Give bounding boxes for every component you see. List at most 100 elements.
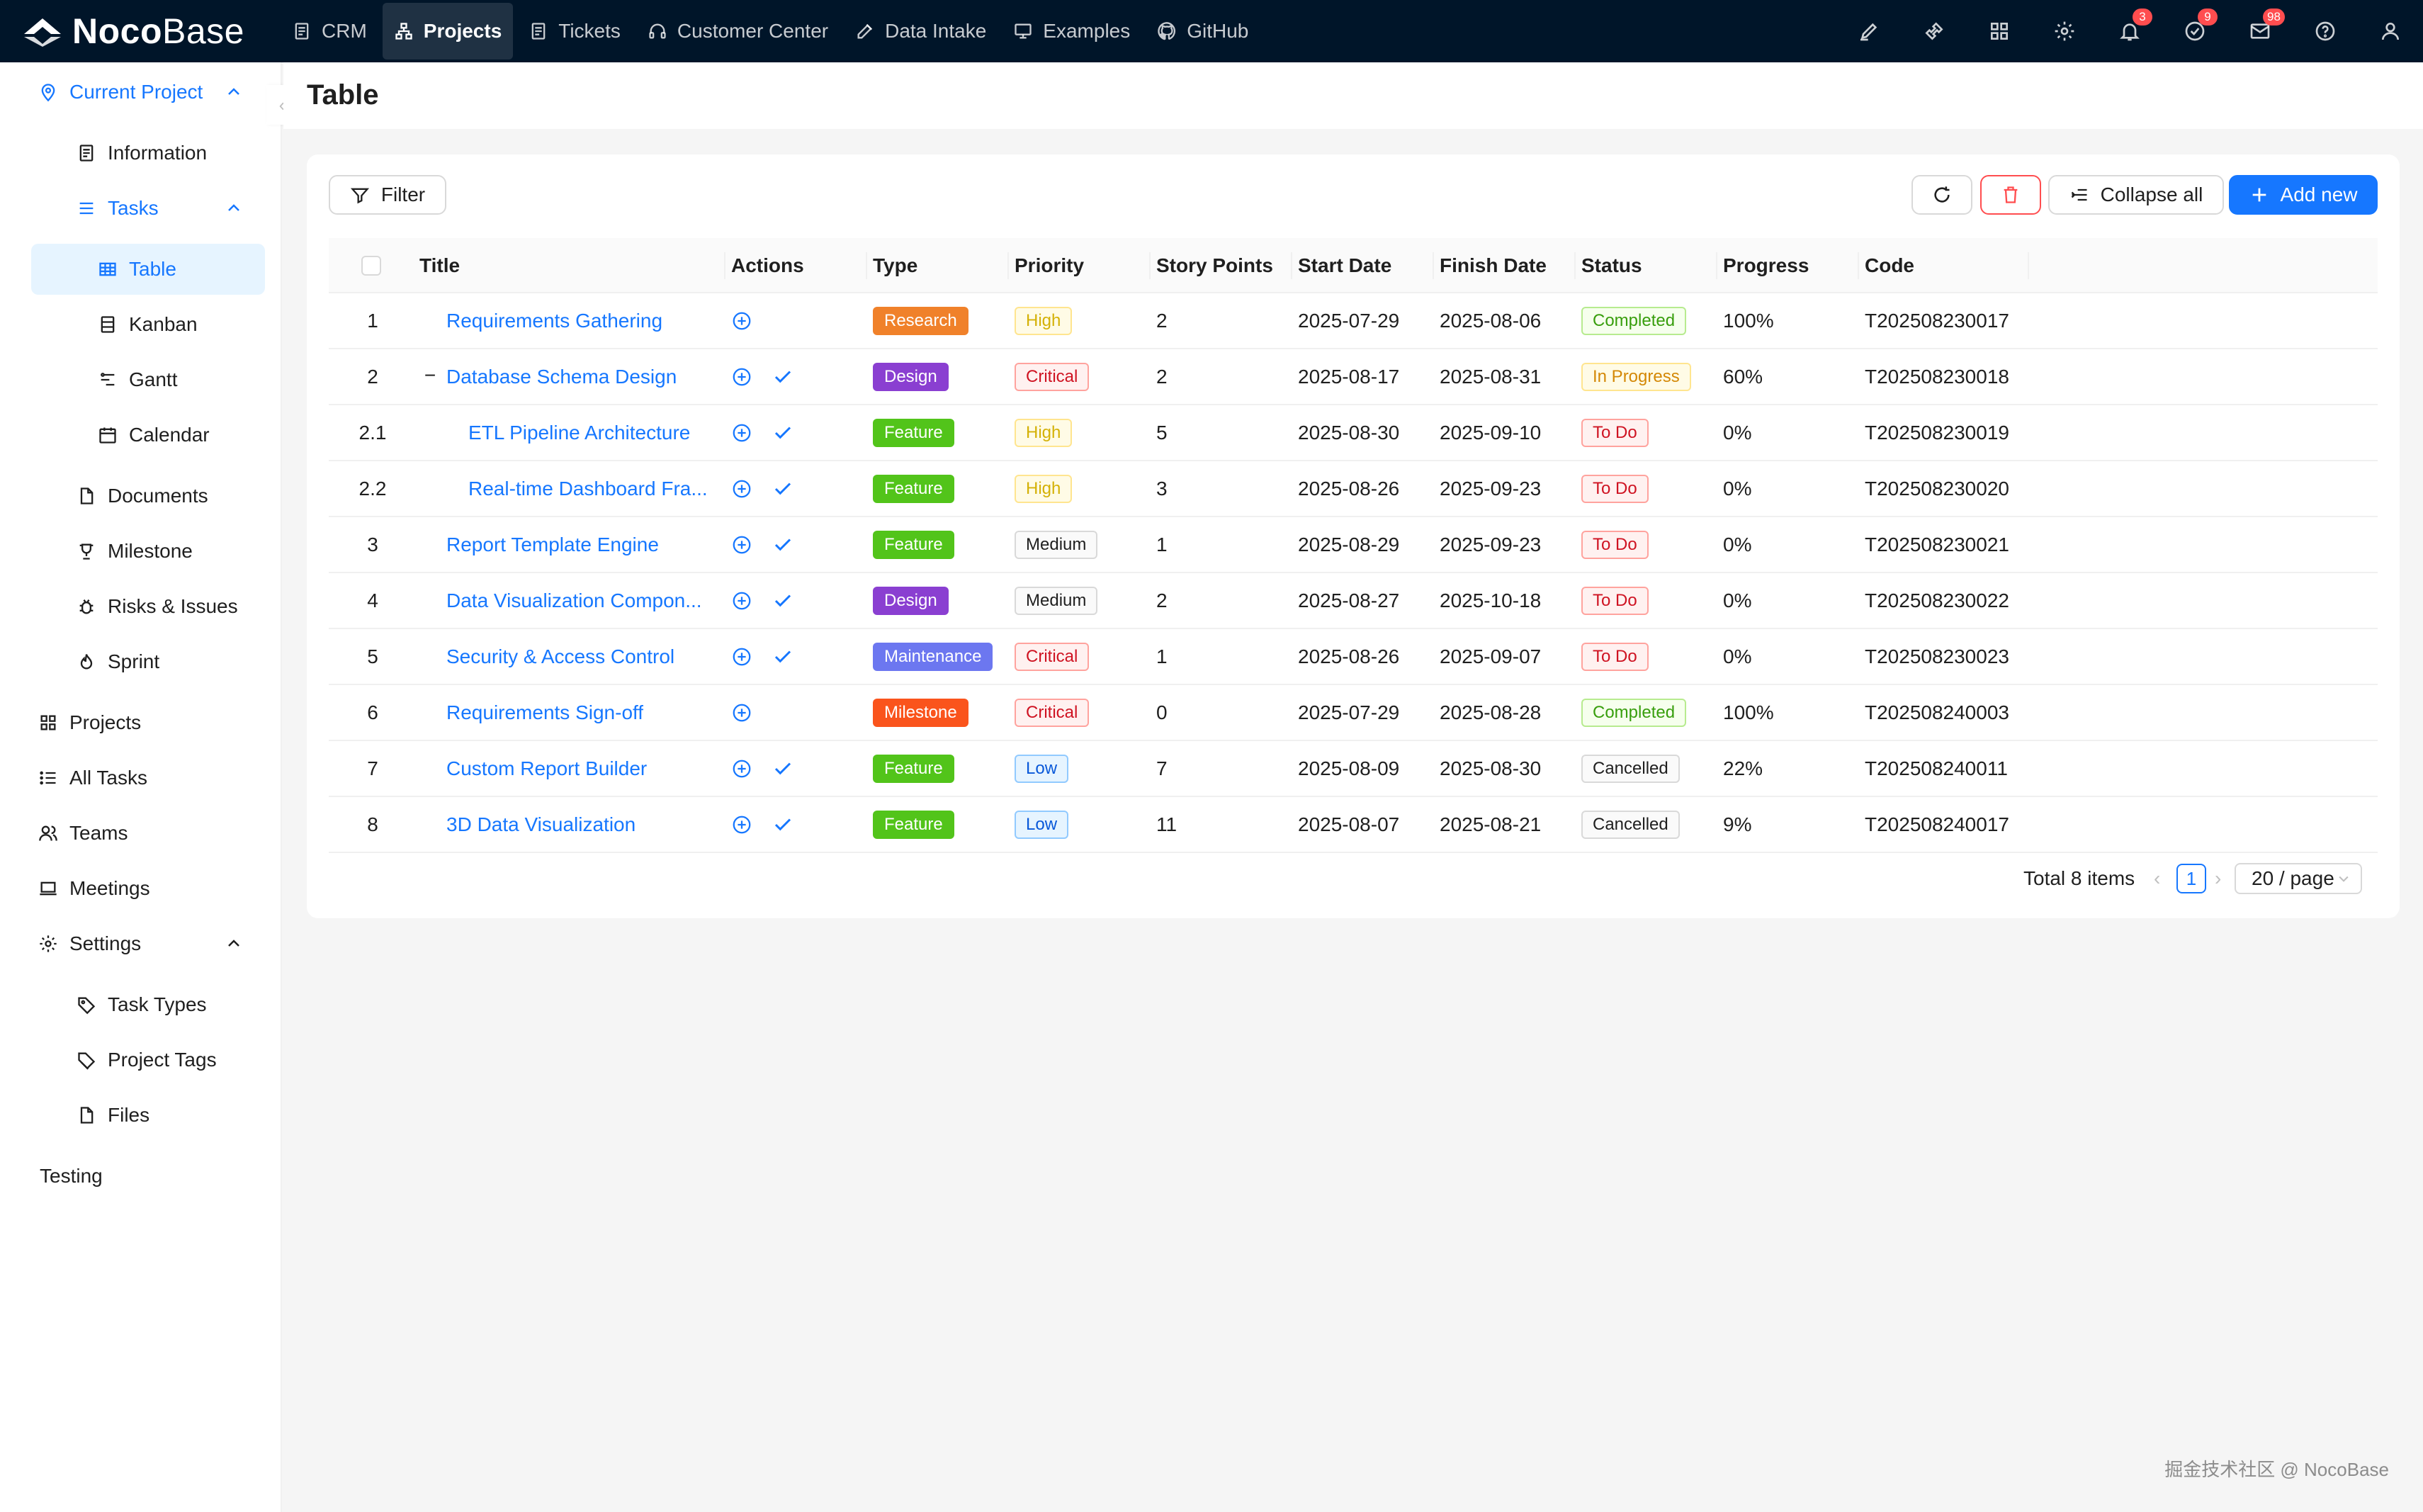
sidebar-item-files[interactable]: Files <box>0 1090 282 1141</box>
collapse-row-button[interactable]: − <box>424 364 436 386</box>
table-row[interactable]: 3 Report Template Engine Feature Medium 1 202… <box>329 517 2378 573</box>
column-header-title[interactable]: Title <box>419 254 461 276</box>
delete-button[interactable] <box>1980 175 2041 215</box>
column-header-priority[interactable]: Priority <box>1015 254 1085 276</box>
add-subtask-icon[interactable] <box>731 590 752 611</box>
column-header-story-points[interactable]: Story Points <box>1156 254 1273 276</box>
column-header-start-date[interactable]: Start Date <box>1298 254 1392 276</box>
column-header-type[interactable]: Type <box>873 254 918 276</box>
nav-item-examples[interactable]: Examples <box>1002 3 1141 60</box>
task-title-cell[interactable]: Custom Report Builder <box>446 741 647 796</box>
task-title-link[interactable]: ETL Pipeline Architecture <box>468 421 691 444</box>
add-subtask-icon[interactable] <box>731 366 752 388</box>
check-icon[interactable] <box>772 646 793 667</box>
nav-item-customer-center[interactable]: Customer Center <box>636 3 840 60</box>
highlight-button[interactable] <box>1836 0 1902 62</box>
table-row[interactable]: 8 3D Data Visualization Feature Low 11 2025-0… <box>329 797 2378 853</box>
column-header-progress[interactable]: Progress <box>1723 254 1809 276</box>
nav-item-projects[interactable]: Projects <box>382 3 514 60</box>
mail-button[interactable]: 98 <box>2227 0 2293 62</box>
sidebar-group-current-project[interactable]: Current Project <box>0 67 282 118</box>
column-header-status[interactable]: Status <box>1581 254 1642 276</box>
select-all-checkbox[interactable] <box>361 256 381 276</box>
task-title-cell[interactable]: Database Schema Design <box>446 349 677 404</box>
task-title-link[interactable]: Real-time Dashboard Fra... <box>468 477 708 500</box>
brand-logo[interactable]: Noco Base <box>0 0 281 62</box>
page-size-select[interactable]: 20 / page <box>2235 863 2362 894</box>
sidebar-item-task-types[interactable]: Task Types <box>0 979 282 1030</box>
add-subtask-icon[interactable] <box>731 310 752 332</box>
sidebar-item-milestone[interactable]: Milestone <box>0 526 282 577</box>
task-title-link[interactable]: Report Template Engine <box>446 533 659 555</box>
sidebar-item-kanban[interactable]: Kanban <box>0 299 282 350</box>
sidebar-item-gantt[interactable]: Gantt <box>0 354 282 405</box>
nav-item-crm[interactable]: CRM <box>281 3 378 60</box>
add-subtask-icon[interactable] <box>731 702 752 723</box>
add-new-button[interactable]: Add new <box>2229 175 2378 215</box>
pagination-page-1[interactable]: 1 <box>2176 864 2206 893</box>
add-subtask-icon[interactable] <box>731 814 752 835</box>
settings-button[interactable] <box>2032 0 2097 62</box>
check-icon[interactable] <box>772 814 793 835</box>
task-title-cell[interactable]: Real-time Dashboard Fra... <box>468 461 708 516</box>
sidebar-item-sprint[interactable]: Sprint <box>0 636 282 687</box>
sidebar-group-settings[interactable]: Settings <box>0 918 282 969</box>
sidebar-item-risks-issues[interactable]: Risks & Issues <box>0 581 282 632</box>
task-title-cell[interactable]: Security & Access Control <box>446 629 674 684</box>
refresh-button[interactable] <box>1911 175 1972 215</box>
task-title-cell[interactable]: Requirements Sign-off <box>446 685 643 740</box>
sidebar-item-all-tasks[interactable]: All Tasks <box>0 752 282 803</box>
task-title-link[interactable]: 3D Data Visualization <box>446 813 636 835</box>
check-circle-button[interactable]: 9 <box>2162 0 2227 62</box>
add-subtask-icon[interactable] <box>731 422 752 444</box>
sidebar-item-testing[interactable]: Testing <box>0 1151 282 1202</box>
task-title-cell[interactable]: 3D Data Visualization <box>446 797 636 852</box>
sidebar-group-tasks[interactable]: Tasks <box>0 183 282 234</box>
help-button[interactable] <box>2293 0 2358 62</box>
apps-button[interactable] <box>1967 0 2032 62</box>
sidebar-item-project-tags[interactable]: Project Tags <box>0 1034 282 1085</box>
nav-item-github[interactable]: GitHub <box>1146 3 1260 60</box>
table-row[interactable]: 5 Security & Access Control Maintenance Cri… <box>329 629 2378 685</box>
nav-item-tickets[interactable]: Tickets <box>517 3 632 60</box>
check-icon[interactable] <box>772 422 793 444</box>
pagination-prev-button[interactable]: ‹ <box>2154 867 2161 889</box>
check-icon[interactable] <box>772 534 793 555</box>
add-subtask-icon[interactable] <box>731 646 752 667</box>
user-button[interactable] <box>2358 0 2423 62</box>
check-icon[interactable] <box>772 758 793 779</box>
task-title-cell[interactable]: Requirements Gathering <box>446 293 662 348</box>
task-title-link[interactable]: Custom Report Builder <box>446 757 648 779</box>
sidebar-item-meetings[interactable]: Meetings <box>0 863 282 914</box>
table-row[interactable]: 2 − Database Schema Design Design Critical 2 2… <box>329 349 2378 405</box>
sidebar-item-documents[interactable]: Documents <box>0 470 282 521</box>
check-icon[interactable] <box>772 590 793 611</box>
task-title-link[interactable]: Security & Access Control <box>446 645 675 667</box>
sidebar-item-information[interactable]: Information <box>0 128 282 179</box>
table-row[interactable]: 1 Requirements Gathering Research High 2 2025… <box>329 293 2378 349</box>
task-title-link[interactable]: Requirements Gathering <box>446 309 663 332</box>
task-title-cell[interactable]: ETL Pipeline Architecture <box>468 405 690 460</box>
add-subtask-icon[interactable] <box>731 758 752 779</box>
add-subtask-icon[interactable] <box>731 534 752 555</box>
pagination-next-button[interactable]: › <box>2215 867 2222 889</box>
sidebar-item-table[interactable]: Table <box>31 244 265 295</box>
sidebar-item-projects[interactable]: Projects <box>0 697 282 748</box>
nav-item-data-intake[interactable]: Data Intake <box>844 3 998 60</box>
task-title-link[interactable]: Database Schema Design <box>446 365 677 388</box>
plugin-button[interactable] <box>1902 0 1967 62</box>
task-title-link[interactable]: Requirements Sign-off <box>446 701 644 723</box>
table-row[interactable]: 2.1 ETL Pipeline Architecture Feature High 5… <box>329 405 2378 461</box>
add-subtask-icon[interactable] <box>731 478 752 500</box>
filter-button[interactable]: Filter <box>329 175 446 215</box>
table-row[interactable]: 4 Data Visualization Compon... Design Mediu… <box>329 573 2378 629</box>
sidebar-item-teams[interactable]: Teams <box>0 808 282 859</box>
column-header-actions[interactable]: Actions <box>731 254 804 276</box>
check-icon[interactable] <box>772 478 793 500</box>
task-title-cell[interactable]: Data Visualization Compon... <box>446 573 702 628</box>
check-icon[interactable] <box>772 366 793 388</box>
column-header-code[interactable]: Code <box>1865 254 1914 276</box>
collapse-all-button[interactable]: Collapse all <box>2048 175 2224 215</box>
bell-button[interactable]: 3 <box>2097 0 2162 62</box>
table-row[interactable]: 2.2 Real-time Dashboard Fra... Feature High… <box>329 461 2378 517</box>
